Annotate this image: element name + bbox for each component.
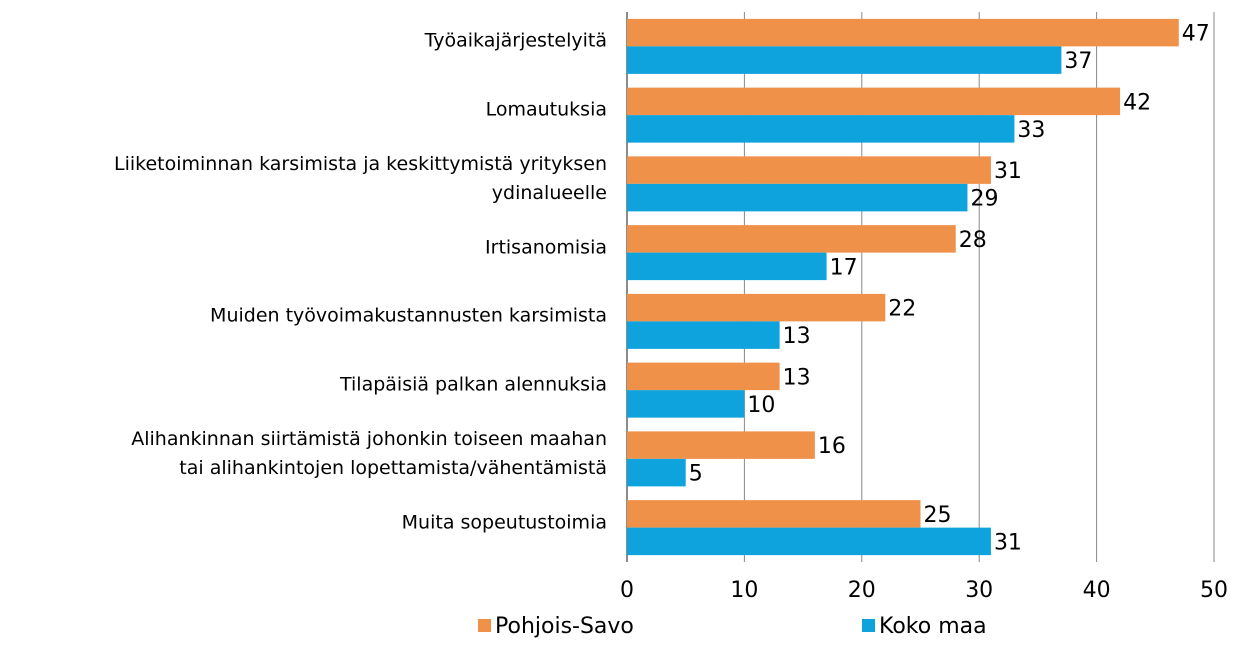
x-tick-label: 10 (730, 578, 758, 603)
value-label: 31 (994, 530, 1022, 555)
value-label: 33 (1017, 118, 1045, 143)
value-label: 16 (818, 434, 846, 459)
legend-swatch (862, 619, 875, 632)
bar (627, 362, 780, 391)
bar (627, 321, 780, 349)
category-label: Alihankinnan siirtämistä johonkin toisee… (131, 427, 607, 479)
value-label: 31 (994, 159, 1022, 184)
category-label: Liiketoiminnan karsimista ja keskittymis… (113, 152, 607, 204)
bar (627, 225, 956, 253)
category-label: Muita sopeutustoimia (401, 511, 607, 534)
category-label: Irtisanomisia (485, 236, 607, 259)
bar (627, 18, 1179, 47)
bar (627, 46, 1062, 74)
bar (627, 87, 1121, 116)
value-label: 37 (1064, 49, 1092, 74)
value-label: 10 (747, 393, 775, 418)
category-label: Työaikajärjestelyitä (424, 29, 607, 52)
value-label: 13 (783, 365, 811, 390)
bar (627, 252, 827, 281)
bar (627, 183, 968, 212)
bar (627, 431, 815, 459)
legend-label: Pohjois-Savo (495, 614, 634, 639)
value-label: 47 (1182, 22, 1210, 47)
x-tick-label: 20 (848, 578, 876, 603)
bar (627, 500, 921, 528)
x-tick-label: 0 (620, 578, 634, 603)
value-label: 5 (689, 462, 703, 487)
legend-swatch (478, 619, 491, 632)
x-tick-label: 50 (1200, 578, 1228, 603)
legend-label: Koko maa (879, 614, 987, 639)
bar (627, 458, 686, 487)
bar (627, 156, 991, 184)
value-label: 42 (1123, 90, 1151, 115)
value-label: 29 (970, 187, 998, 212)
value-label: 28 (959, 228, 987, 253)
x-tick-label: 30 (965, 578, 993, 603)
category-label: Tilapäisiä palkan alennuksia (339, 373, 607, 396)
value-label: 22 (888, 297, 916, 322)
bar (627, 293, 886, 322)
value-label: 17 (830, 255, 858, 280)
value-label: 13 (783, 324, 811, 349)
category-label: Muiden työvoimakustannusten karsimista (210, 304, 607, 327)
value-label: 25 (924, 503, 952, 528)
bar (627, 115, 1015, 143)
bar (627, 390, 745, 418)
bar (627, 527, 991, 556)
category-label: Lomautuksia (485, 98, 607, 121)
x-tick-label: 40 (1083, 578, 1111, 603)
